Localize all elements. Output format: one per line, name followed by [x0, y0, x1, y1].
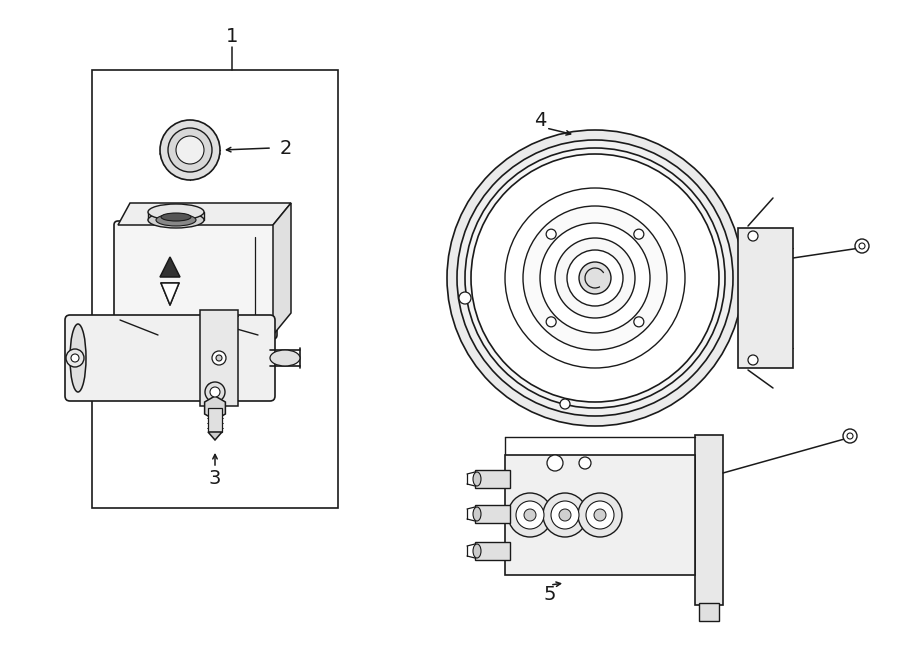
Circle shape: [634, 229, 643, 239]
FancyBboxPatch shape: [65, 315, 275, 401]
Ellipse shape: [148, 212, 204, 228]
Bar: [699, 603, 719, 621]
Circle shape: [567, 250, 623, 306]
Circle shape: [160, 120, 220, 180]
Ellipse shape: [161, 213, 191, 221]
Circle shape: [216, 355, 222, 361]
FancyBboxPatch shape: [114, 221, 277, 339]
Circle shape: [524, 509, 536, 521]
Circle shape: [859, 243, 865, 249]
Ellipse shape: [270, 350, 300, 366]
Polygon shape: [160, 257, 180, 277]
Circle shape: [212, 351, 226, 365]
Circle shape: [447, 130, 743, 426]
Circle shape: [748, 355, 758, 365]
Circle shape: [516, 501, 544, 529]
Circle shape: [176, 136, 204, 164]
Circle shape: [551, 501, 579, 529]
Circle shape: [546, 229, 556, 239]
Circle shape: [471, 154, 719, 402]
Circle shape: [847, 433, 853, 439]
Circle shape: [579, 262, 611, 294]
Circle shape: [205, 382, 225, 402]
Circle shape: [546, 317, 556, 327]
Circle shape: [855, 239, 869, 253]
Circle shape: [540, 223, 650, 333]
Circle shape: [843, 429, 857, 443]
Bar: [475, 505, 510, 523]
Circle shape: [547, 455, 563, 471]
Circle shape: [586, 501, 614, 529]
Circle shape: [578, 493, 622, 537]
Circle shape: [579, 457, 591, 469]
Circle shape: [168, 128, 212, 172]
Bar: [200, 310, 238, 406]
Ellipse shape: [160, 149, 220, 159]
Text: 2: 2: [280, 139, 292, 157]
Circle shape: [457, 140, 733, 416]
Ellipse shape: [473, 472, 481, 486]
Bar: [475, 470, 510, 488]
Text: 5: 5: [544, 586, 556, 605]
Polygon shape: [161, 283, 179, 305]
Polygon shape: [204, 396, 225, 420]
Text: 4: 4: [534, 110, 546, 130]
Bar: [92, 70, 338, 508]
Circle shape: [465, 148, 725, 408]
Circle shape: [559, 509, 571, 521]
Circle shape: [523, 206, 667, 350]
Text: 1: 1: [226, 28, 239, 46]
Ellipse shape: [70, 324, 86, 392]
Ellipse shape: [473, 507, 481, 521]
Circle shape: [66, 349, 84, 367]
Ellipse shape: [473, 544, 481, 558]
Circle shape: [560, 399, 570, 409]
Circle shape: [71, 354, 79, 362]
Circle shape: [543, 493, 587, 537]
Polygon shape: [273, 203, 291, 335]
Ellipse shape: [156, 214, 196, 226]
Circle shape: [748, 231, 758, 241]
Bar: [505, 455, 695, 575]
Circle shape: [459, 292, 471, 304]
Circle shape: [210, 387, 220, 397]
Circle shape: [634, 317, 643, 327]
Circle shape: [508, 493, 552, 537]
Bar: [475, 542, 510, 560]
Bar: [695, 435, 723, 605]
Ellipse shape: [148, 204, 204, 220]
Bar: [738, 228, 793, 368]
Polygon shape: [208, 432, 222, 440]
Circle shape: [505, 188, 685, 368]
Polygon shape: [118, 203, 291, 225]
Text: 3: 3: [209, 469, 221, 488]
Circle shape: [594, 509, 606, 521]
Circle shape: [555, 238, 635, 318]
Bar: [208, 408, 222, 432]
Circle shape: [207, 383, 217, 393]
